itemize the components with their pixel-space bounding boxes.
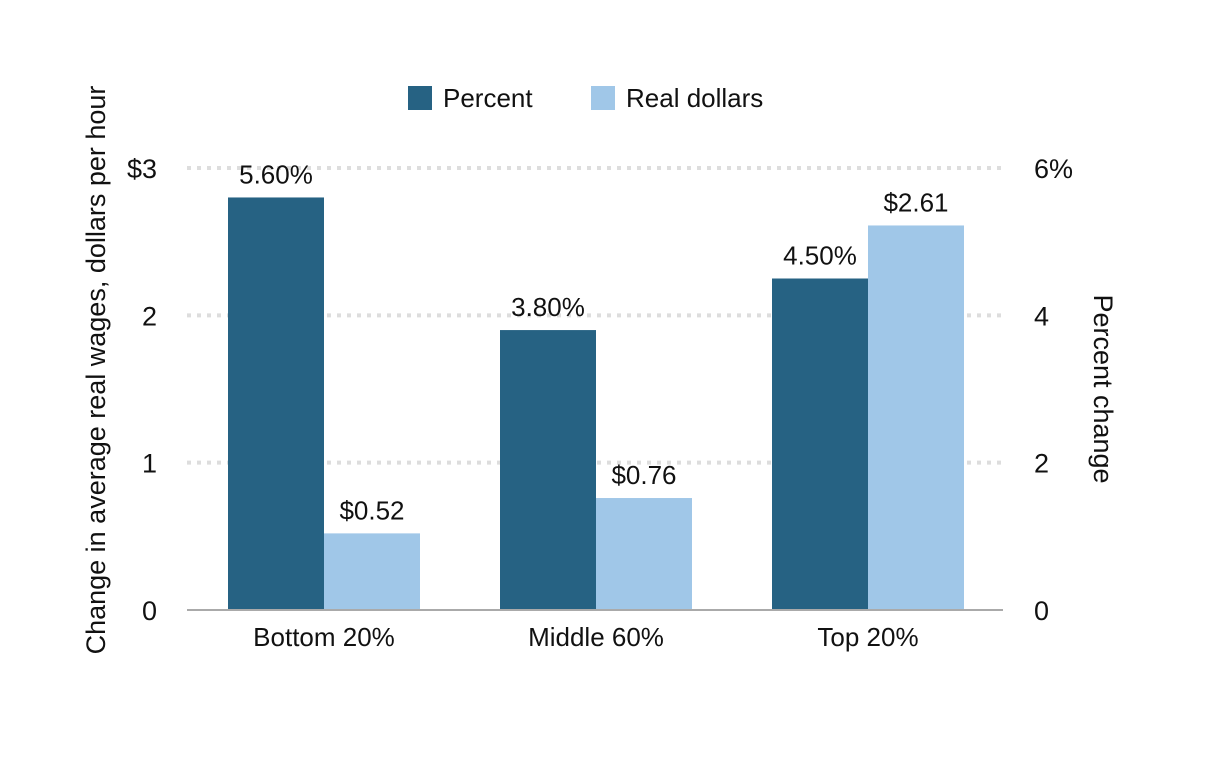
- data-labels: 5.60% 3.80% 4.50% $0.52 $0.76 $2.61: [239, 159, 948, 525]
- legend-swatch-percent: [408, 86, 432, 110]
- left-tick-label: 0: [142, 596, 157, 626]
- bar-percent-top-20: [772, 278, 868, 610]
- category-label-top-20: Top 20%: [817, 622, 918, 652]
- right-tick-label: 6%: [1034, 154, 1073, 184]
- left-axis-title: Change in average real wages, dollars pe…: [81, 86, 111, 655]
- legend-label-percent: Percent: [443, 83, 533, 113]
- right-axis-ticks: 0 2 4 6%: [1034, 154, 1073, 626]
- category-labels: Bottom 20% Middle 60% Top 20%: [253, 622, 918, 652]
- right-tick-label: 2: [1034, 449, 1049, 479]
- data-label-percent-middle-60: 3.80%: [511, 292, 585, 322]
- data-label-real-dollars-middle-60: $0.76: [611, 460, 676, 490]
- data-label-percent-top-20: 4.50%: [783, 241, 857, 271]
- bar-real-dollars-middle-60: [596, 498, 692, 610]
- category-label-bottom-20: Bottom 20%: [253, 622, 395, 652]
- left-axis-ticks: 0 1 2 $3: [127, 154, 157, 626]
- bar-real-dollars-top-20: [868, 225, 964, 610]
- bar-real-dollars-bottom-20: [324, 533, 420, 610]
- bars: [228, 197, 964, 610]
- bar-percent-bottom-20: [228, 197, 324, 610]
- bar-percent-middle-60: [500, 330, 596, 610]
- right-tick-label: 4: [1034, 301, 1049, 331]
- left-tick-label: $3: [127, 154, 157, 184]
- data-label-real-dollars-top-20: $2.61: [883, 187, 948, 217]
- legend-swatch-real-dollars: [591, 86, 615, 110]
- legend-label-real-dollars: Real dollars: [626, 83, 763, 113]
- legend: Percent Real dollars: [408, 83, 763, 113]
- right-tick-label: 0: [1034, 596, 1049, 626]
- right-axis-title: Percent change: [1088, 294, 1118, 483]
- left-tick-label: 2: [142, 301, 157, 331]
- left-tick-label: 1: [142, 449, 157, 479]
- category-label-middle-60: Middle 60%: [528, 622, 664, 652]
- data-label-real-dollars-bottom-20: $0.52: [339, 495, 404, 525]
- data-label-percent-bottom-20: 5.60%: [239, 159, 313, 189]
